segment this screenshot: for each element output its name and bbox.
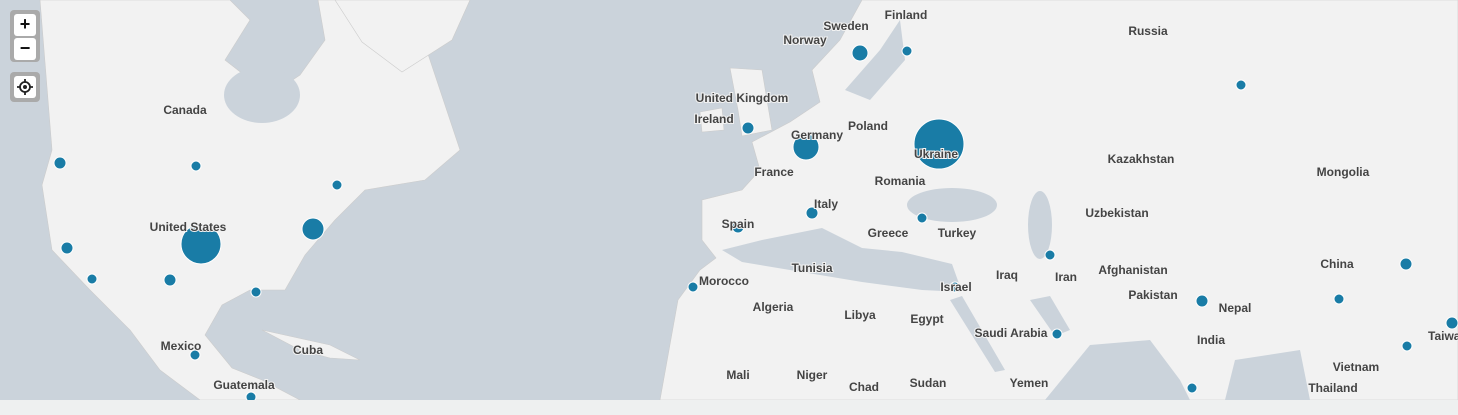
country-label: Yemen [1010,376,1049,390]
bubble[interactable] [180,223,222,265]
country-label: Libya [844,308,876,322]
bubble[interactable] [331,179,343,191]
country-label: Tunisia [791,261,832,275]
bubble[interactable] [1445,316,1458,330]
country-label: Iraq [996,268,1018,282]
country-label: Italy [814,197,838,211]
country-label: Afghanistan [1098,263,1167,277]
bubble[interactable] [949,281,961,293]
bubble[interactable] [1044,249,1056,261]
country-label: Germany [791,128,843,142]
bubble[interactable] [805,206,819,220]
country-label: Pakistan [1128,288,1177,302]
water [224,20,1310,400]
country-label: United States [150,220,227,234]
locate-control [10,72,40,102]
zoom-out[interactable]: − [14,38,36,60]
country-label: Turkey [938,226,977,240]
bubble[interactable] [163,273,177,287]
map: Finland Sweden Russia Norway Canada United Ki… [0,0,1458,400]
bubble[interactable] [1399,257,1413,271]
bubble[interactable] [1186,382,1198,394]
bubble[interactable] [53,156,67,170]
labels: Finland Sweden Russia Norway Canada United Ki… [149,7,1458,396]
bubble[interactable] [190,160,202,172]
bubble[interactable] [913,118,965,170]
bubble[interactable] [245,391,257,400]
country-label: Finland [885,8,928,22]
country-label: Thailand [1308,381,1357,395]
locate-icon [17,79,33,95]
country-label: Canada [163,103,207,117]
country-label: Iran [1055,270,1077,284]
country-label: Poland [848,119,888,133]
country-label: Niger [797,368,828,382]
bubble[interactable] [731,220,745,234]
country-label: Spain [722,217,755,231]
country-label: Israel [940,280,971,294]
country-label: Greece [868,226,909,240]
country-label: Norway [783,33,827,47]
bubble[interactable] [301,217,325,241]
bubble[interactable] [250,286,262,298]
country-label: Mali [726,368,749,382]
country-label: China [1320,257,1354,271]
country-label: India [1197,333,1225,347]
bubble[interactable] [1051,328,1063,340]
country-label: Egypt [910,312,943,326]
bubble[interactable] [687,281,699,293]
country-label: Sweden [823,19,868,33]
country-label: Uzbekistan [1085,206,1148,220]
bubble[interactable] [60,241,74,255]
zoom-in[interactable]: + [14,14,36,36]
country-label: Ukraine [914,147,958,161]
bubble[interactable] [792,133,820,161]
country-label: Ireland [694,112,733,126]
bubbles [53,44,1458,400]
country-label: Morocco [699,274,749,288]
bubble[interactable] [916,212,928,224]
bubble[interactable] [901,45,913,57]
country-label: Chad [849,380,879,394]
country-label: Sudan [910,376,947,390]
bubble[interactable] [741,121,755,135]
country-label: Cuba [293,343,323,357]
country-label: Mexico [161,339,202,353]
country-label: United Kingdom [696,91,789,105]
land [39,0,1458,400]
bubble[interactable] [851,44,869,62]
zoom-control: + − [10,10,40,62]
bubble[interactable] [1333,293,1345,305]
country-label: Russia [1128,24,1168,38]
bubble[interactable] [1195,294,1209,308]
country-label: France [754,165,794,179]
country-label: Saudi Arabia [975,326,1048,340]
locate-button[interactable] [14,76,36,98]
bubble[interactable] [86,273,98,285]
country-label: Kazakhstan [1108,152,1175,166]
bubble[interactable] [1235,79,1247,91]
country-label: Vietnam [1333,360,1379,374]
country-label: Taiwan [1428,329,1458,343]
country-label: Algeria [753,300,794,314]
country-label: Guatemala [213,378,275,392]
country-label: Mongolia [1317,165,1370,179]
country-label: Romania [875,174,926,188]
country-label: Nepal [1219,301,1252,315]
bubble[interactable] [1401,340,1413,352]
bubble[interactable] [189,349,201,361]
